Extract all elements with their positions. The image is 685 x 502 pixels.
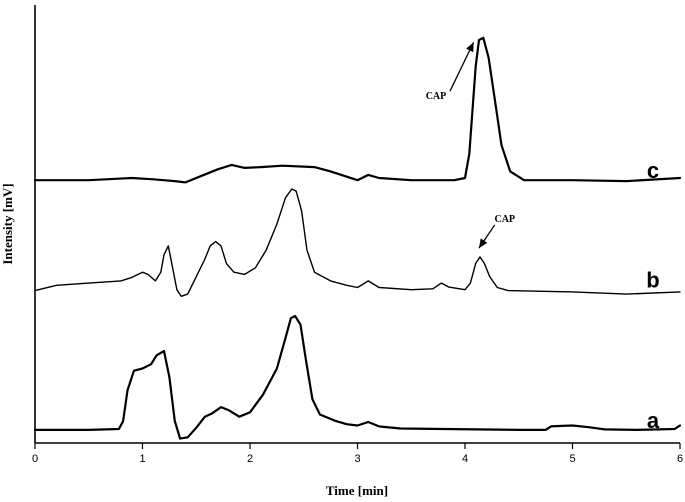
traces (33, 36, 682, 440)
trace-a (33, 314, 682, 440)
x-tick-label: 0 (32, 453, 38, 465)
x-tick-label: 4 (462, 453, 468, 465)
annotations: CAP CAP (426, 41, 515, 249)
y-axis-title: Intensity [mV] (0, 183, 15, 264)
cap-arrow (449, 41, 475, 92)
cap-annotation: CAP (494, 214, 515, 225)
x-tick-label: 6 (677, 453, 683, 465)
x-axis-title: Time [min] (326, 483, 388, 498)
x-tick-label: 5 (569, 453, 575, 465)
cap-arrow-head (478, 238, 488, 249)
trace-label-b: b (646, 268, 659, 293)
trace-b (34, 188, 681, 297)
x-tick-label: 1 (139, 453, 145, 465)
x-ticks: 0 1 2 3 4 5 6 (32, 443, 683, 465)
trace-label-a: a (647, 408, 660, 433)
cap-annotation: CAP (426, 91, 447, 102)
trace-labels: a b c (646, 158, 660, 433)
trace-label-c: c (647, 158, 659, 183)
trace-c (33, 36, 682, 184)
x-tick-label: 3 (354, 453, 360, 465)
x-tick-label: 2 (247, 453, 253, 465)
cap-arrow-head (466, 42, 474, 53)
